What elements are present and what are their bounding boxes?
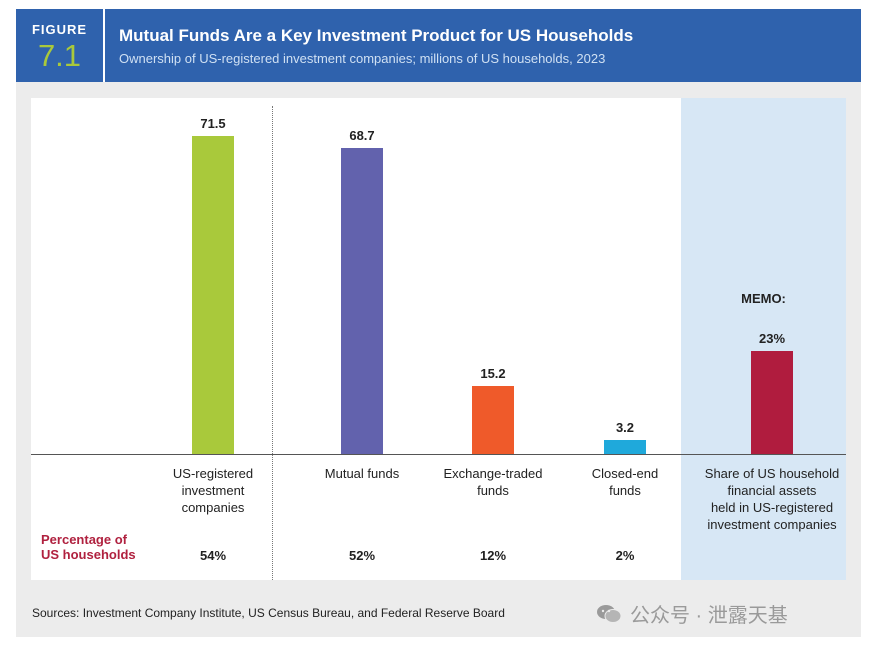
memo-value-label: 23%	[758, 331, 786, 346]
chart-subtitle: Ownership of US-registered investment co…	[119, 51, 606, 66]
percentage-value: 12%	[479, 548, 507, 563]
figure-number: 7.1	[37, 38, 82, 73]
percentage-value: 52%	[348, 548, 376, 563]
category-label: Closed-end funds	[591, 466, 659, 498]
memo-category-label: Share of US household financial assets h…	[704, 466, 840, 532]
bar-value-label: 71.5	[200, 116, 226, 131]
bar-value-label: 15.2	[480, 366, 506, 382]
bar-2	[472, 386, 514, 454]
chart-title: Mutual Funds Are a Key Investment Produc…	[119, 26, 634, 45]
figure-header: FIGURE 7.1 Mutual Funds Are a Key Invest…	[16, 9, 861, 82]
bar-1	[341, 148, 383, 454]
watermark-text: 公众号 · 泄露天基	[630, 605, 788, 627]
category-label: Mutual funds	[324, 466, 400, 481]
bar-value-label: 68.7	[349, 128, 375, 144]
category-label: Exchange-traded funds	[443, 466, 543, 498]
chart-panel: MEMO: Percentage of US households 71.5 US…	[31, 98, 846, 580]
bar-value-label: 3.2	[615, 419, 635, 435]
watermark: 公众号 · 泄露天基	[596, 599, 788, 628]
memo-bar	[751, 351, 793, 454]
wechat-icon	[597, 604, 622, 623]
figure-label: FIGURE	[31, 22, 88, 37]
bar-3	[604, 439, 646, 454]
memo-heading: MEMO:	[741, 291, 786, 306]
percentage-value: 2%	[615, 548, 635, 563]
chart-baseline	[31, 454, 846, 455]
figure-frame: FIGURE 7.1 Mutual Funds Are a Key Invest…	[16, 9, 861, 637]
memo-panel	[681, 98, 846, 580]
figure-number-box: FIGURE 7.1	[16, 9, 105, 82]
bar-0	[192, 136, 234, 454]
percentage-value: 54%	[199, 548, 227, 563]
percentage-row-label: Percentage of US households	[41, 532, 136, 562]
separator-line	[272, 106, 273, 580]
category-label: US-registered investment companies	[172, 466, 254, 515]
sources-note: Sources: Investment Company Institute, U…	[32, 606, 505, 620]
